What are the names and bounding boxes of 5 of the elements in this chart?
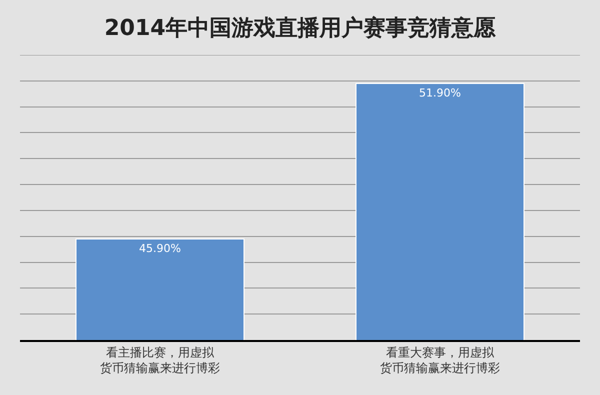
x-tick-label: 看重大赛事，用虚拟货币猜输赢来进行博彩 (380, 345, 500, 375)
x-tick-label: 看主播比赛，用虚拟货币猜输赢来进行博彩 (100, 345, 220, 375)
data-label: 51.90% (419, 86, 461, 100)
data-label: 45.90% (139, 242, 181, 255)
chart-title: 2014年中国游戏直播用户赛事竞猜意愿 (104, 15, 497, 42)
